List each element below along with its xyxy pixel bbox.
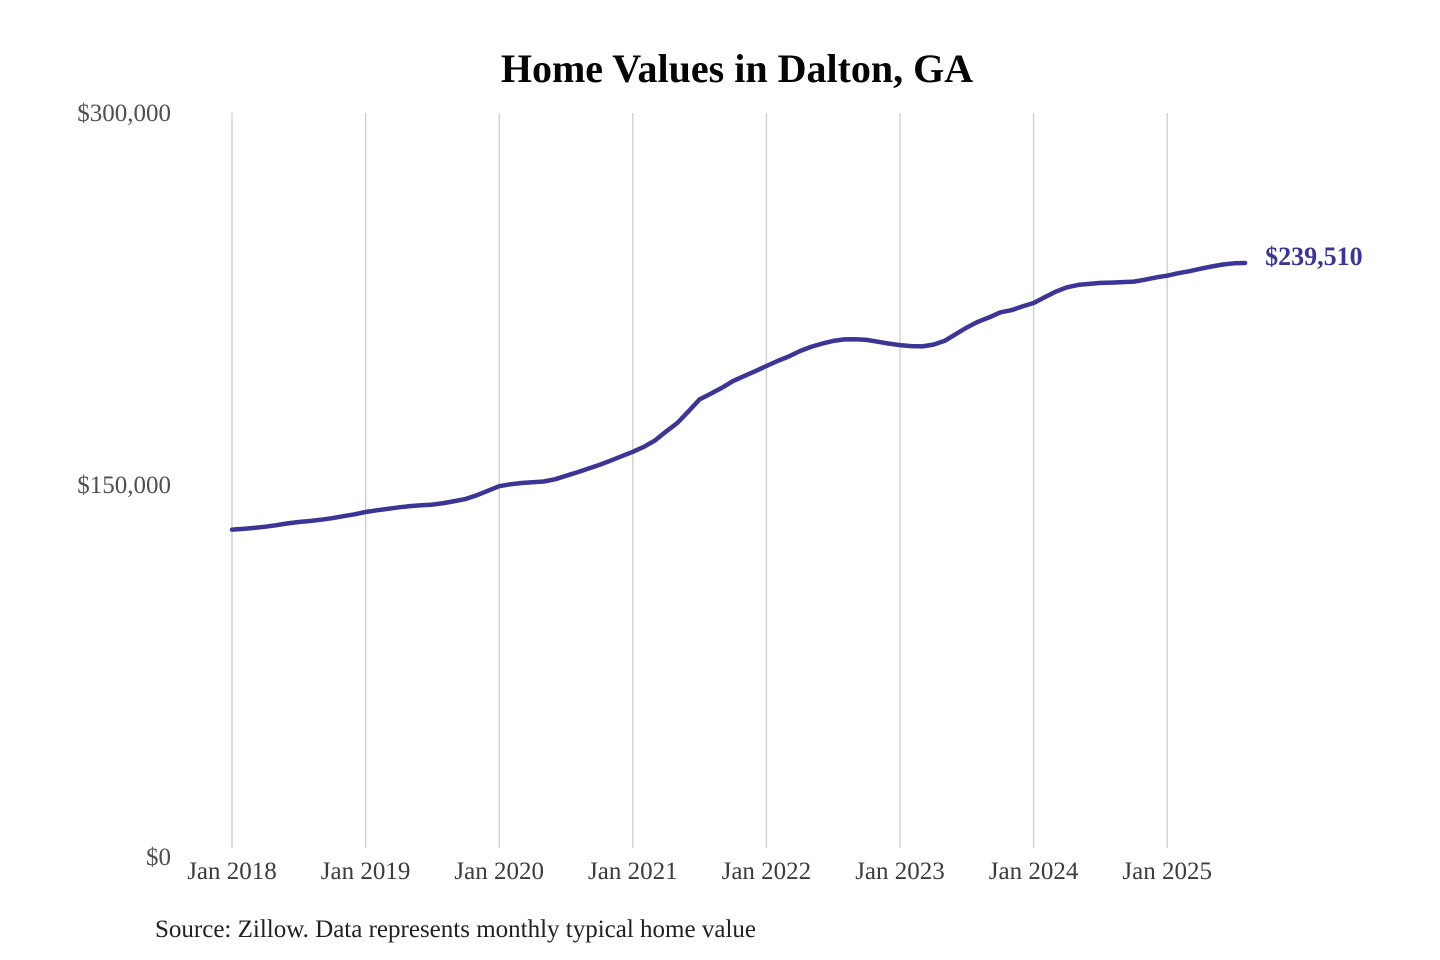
x-axis-tick-label: Jan 2019 [321,858,411,885]
x-axis-tick-label: Jan 2018 [187,858,277,885]
x-axis-tick-label: Jan 2023 [855,858,945,885]
home-value-line [229,260,1248,532]
current-value-label: $239,510 [1265,242,1363,271]
x-axis-tick-label: Jan 2020 [454,858,544,885]
vertical-gridlines [231,113,1168,848]
x-axis-tick-label: Jan 2022 [722,858,812,885]
x-axis-tick-label: Jan 2021 [588,858,678,885]
y-axis-tick-labels: $0 $150,000 $300,000 [77,100,171,871]
y-axis-tick-label: $300,000 [77,100,171,127]
y-axis-tick-label: $150,000 [77,472,171,499]
x-axis-tick-labels: Jan 2018 Jan 2019 Jan 2020 Jan 2021 Jan 2022… [187,858,1212,885]
x-axis-tick-label: Jan 2025 [1122,858,1212,885]
y-axis-tick-label: $0 [146,844,171,871]
chart-title: Home Values in Dalton, GA [501,46,973,91]
source-note: Source: Zillow. Data represents monthly … [155,916,756,943]
x-axis-tick-label: Jan 2024 [989,858,1079,885]
